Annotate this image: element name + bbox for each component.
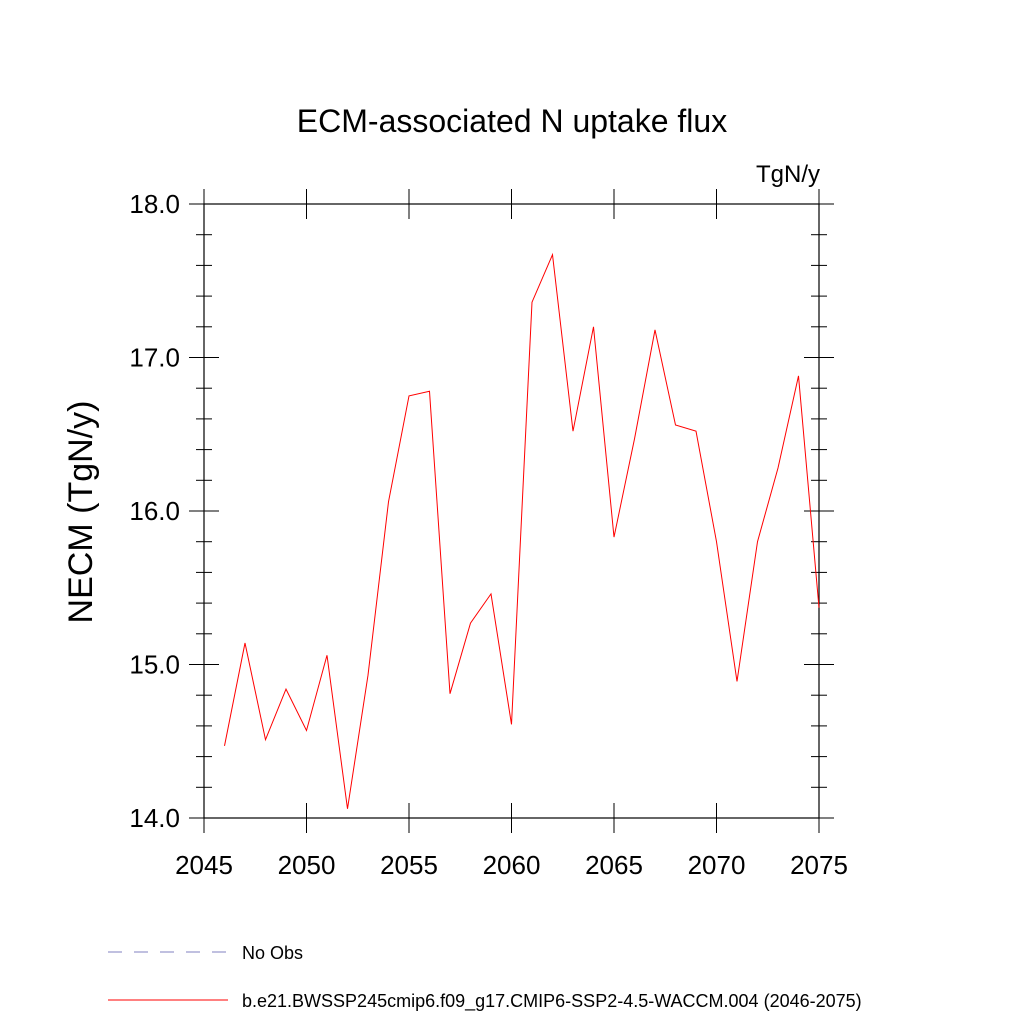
y-axis-label: NECM (TgN/y): [62, 401, 100, 624]
series-line: [224, 252, 820, 809]
x-tick-label: 2050: [278, 850, 336, 880]
y-axis-ticks: 14.0 15.0 16.0 17.0 18.0: [129, 189, 834, 833]
x-tick-label: 2045: [175, 850, 233, 880]
legend: No Obs b.e21.BWSSP245cmip6.f09_g17.CMIP6…: [108, 943, 862, 1012]
y-tick-label: 15.0: [129, 650, 180, 680]
y-tick-label: 17.0: [129, 343, 180, 373]
y-tick-label: 14.0: [129, 803, 180, 833]
y-tick-label: 18.0: [129, 189, 180, 219]
units-label: TgN/y: [756, 161, 820, 188]
legend-label-model-run: b.e21.BWSSP245cmip6.f09_g17.CMIP6-SSP2-4…: [242, 991, 862, 1012]
x-tick-label: 2060: [483, 850, 541, 880]
plot-frame: [203, 203, 820, 819]
x-axis-ticks: 2045 2050 2055 2060 2065 2070 2075: [175, 189, 848, 880]
legend-label-no-obs: No Obs: [242, 943, 303, 963]
series-layer: [224, 252, 820, 809]
x-tick-label: 2055: [380, 850, 438, 880]
x-tick-label: 2075: [790, 850, 848, 880]
x-tick-label: 2065: [585, 850, 643, 880]
x-tick-label: 2070: [688, 850, 746, 880]
chart-title: ECM-associated N uptake flux: [297, 103, 727, 139]
y-tick-label: 16.0: [129, 496, 180, 526]
